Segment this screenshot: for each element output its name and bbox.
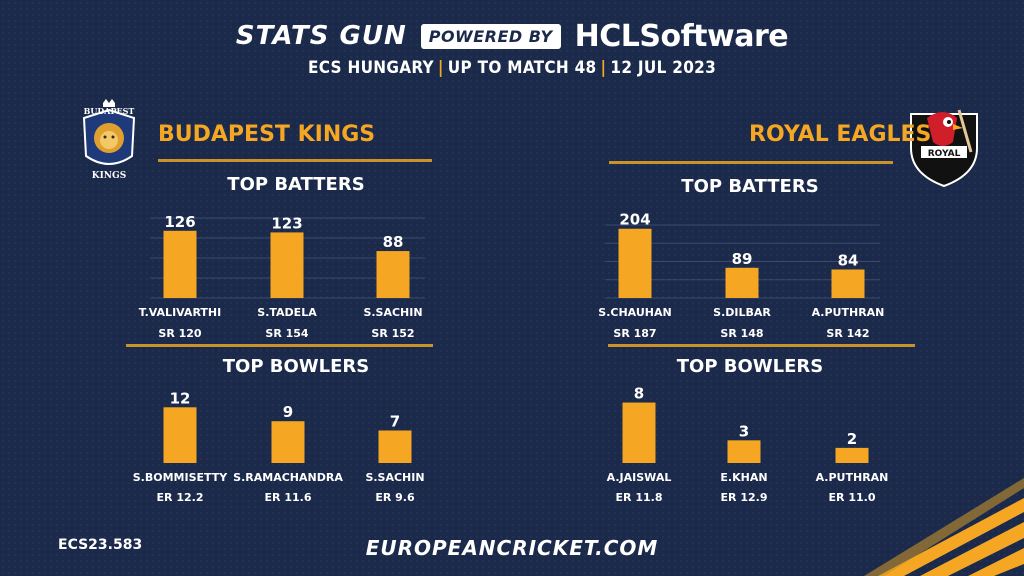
left-batters-title: TOP BATTERS	[227, 174, 365, 195]
category-label: E.KHAN	[720, 471, 767, 484]
separator: |	[437, 58, 444, 78]
bar	[618, 228, 652, 298]
bar	[376, 251, 410, 298]
category-label: A.PUTHRAN	[816, 471, 889, 484]
stat-label: ER 11.0	[829, 491, 876, 504]
subtitle-date: 12 JUL 2023	[610, 58, 717, 78]
bar	[727, 440, 761, 463]
stat-label: SR 154	[265, 327, 309, 340]
right-bowlers-title: TOP BOWLERS	[676, 356, 824, 377]
category-label: S.DILBAR	[713, 306, 771, 319]
right-batters-title: TOP BATTERS	[681, 176, 819, 197]
bar	[725, 267, 759, 298]
bar	[835, 447, 869, 463]
category-label: A.PUTHRAN	[812, 306, 885, 319]
value-label: 3	[739, 422, 749, 440]
team-name-right: ROYAL EAGLES	[749, 122, 932, 147]
brand-title: STATS GUN	[235, 21, 407, 51]
team-rule-left	[158, 159, 432, 162]
stat-label: SR 152	[371, 327, 414, 340]
value-label: 12	[170, 389, 191, 407]
stat-label: ER 12.2	[157, 491, 204, 504]
logo-text: ROYAL	[928, 149, 961, 159]
team-rule-right	[609, 161, 893, 164]
category-label: S.TADELA	[257, 306, 317, 319]
royal-eagles-logo: ROYAL	[910, 109, 978, 188]
value-label: 7	[390, 413, 400, 431]
decorative-streaks	[864, 478, 1024, 576]
left-bowlers-title: TOP BOWLERS	[222, 356, 370, 377]
stat-label: SR 148	[720, 327, 763, 340]
stat-label: SR 120	[158, 327, 202, 340]
subtitle-league: ECS HUNGARY	[307, 58, 434, 78]
logo-text-top: BUDAPEST	[84, 106, 135, 116]
category-label: S.SACHIN	[363, 306, 422, 319]
stat-label: ER 11.6	[265, 491, 312, 504]
bar	[270, 232, 304, 298]
category-label: A.JAISWAL	[607, 471, 672, 484]
header-title-row: STATS GUN POWERED BY HCLSoftware	[0, 14, 1024, 58]
subtitle: ECS HUNGARY | UP TO MATCH 48 | 12 JUL 2023	[0, 58, 1024, 78]
value-label: 2	[847, 430, 857, 448]
value-label: 204	[619, 211, 650, 229]
powered-by-badge: POWERED BY	[420, 23, 561, 49]
stat-label: ER 9.6	[375, 491, 415, 504]
category-label: S.BOMMISETTY	[133, 471, 229, 484]
value-label: 84	[838, 251, 859, 269]
stat-label: SR 187	[613, 327, 656, 340]
logo-text-bottom: KINGS	[92, 171, 126, 181]
bar	[831, 269, 865, 298]
website-link[interactable]: EUROPEANCRICKET.COM	[365, 536, 659, 560]
stat-label: ER 11.8	[616, 491, 663, 504]
stat-label: ER 12.9	[721, 491, 768, 504]
team-name-left: BUDAPEST KINGS	[158, 122, 376, 147]
subtitle-range: UP TO MATCH 48	[447, 58, 597, 78]
bar	[163, 230, 197, 298]
value-label: 88	[383, 233, 404, 251]
value-label: 9	[283, 403, 293, 421]
category-label: S.CHAUHAN	[598, 306, 671, 319]
stat-label: SR 142	[826, 327, 869, 340]
category-label: S.RAMACHANDRA	[233, 471, 343, 484]
sponsor-logo-text: HCLSoftware	[574, 18, 789, 54]
category-label: T.VALIVARTHI	[139, 306, 221, 319]
value-label: 123	[271, 214, 302, 232]
graphic-code: ECS23.583	[58, 537, 143, 553]
bar	[163, 407, 197, 463]
category-label: S.SACHIN	[365, 471, 424, 484]
section-rule-right	[608, 344, 915, 347]
bar	[378, 430, 412, 463]
value-label: 126	[164, 213, 195, 231]
bar	[271, 421, 305, 463]
section-rule-left	[126, 344, 433, 347]
budapest-kings-logo: BUDAPEST KINGS	[82, 99, 136, 181]
value-label: 8	[634, 385, 644, 403]
value-label: 89	[732, 250, 753, 268]
bar	[622, 402, 656, 463]
separator: |	[600, 58, 607, 78]
